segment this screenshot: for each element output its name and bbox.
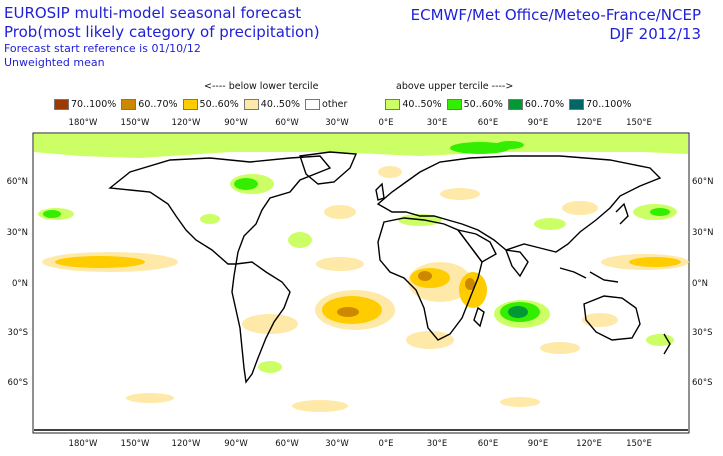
season-label: DJF 2012/13 <box>609 25 701 43</box>
forecast-reference: Forecast start reference is 01/10/12 <box>4 42 201 55</box>
legend-label: other <box>322 99 348 110</box>
lon-tick: 60°E <box>478 439 498 449</box>
lat-tick: 0°N <box>692 279 708 289</box>
legend-swatch <box>243 99 259 110</box>
lon-tick: 150°W <box>121 118 150 128</box>
lon-tick: 150°E <box>626 439 652 449</box>
lat-tick: 30°S <box>8 328 28 338</box>
above-tercile-label: above upper tercile ----> <box>396 81 514 92</box>
legend-swatch <box>54 99 69 110</box>
lat-tick: 60°N <box>7 177 28 187</box>
lon-tick: 30°W <box>325 118 349 128</box>
lat-tick: 60°S <box>692 378 712 388</box>
forecast-map: 180°W 150°W 120°W 90°W 60°W 30°W 0°E 30°… <box>0 112 723 452</box>
lon-tick: 90°W <box>224 439 248 449</box>
lon-tick: 60°W <box>275 439 299 449</box>
lon-tick: 180°W <box>69 118 98 128</box>
arctic-wet-band <box>34 134 688 152</box>
lat-tick: 30°N <box>692 228 713 238</box>
legend-swatch <box>446 99 462 110</box>
lon-tick: 120°E <box>576 439 602 449</box>
right-lat-ticks: 60°N 30°N 0°N 30°S 60°S <box>692 177 713 388</box>
left-lat-ticks: 60°N 30°N 0°N 30°S 60°S <box>7 177 28 388</box>
title-right-block: ECMWF/Met Office/Meteo-France/NCEP DJF 2… <box>411 6 701 44</box>
legend-swatch <box>569 99 585 110</box>
lon-tick: 0°E <box>378 118 393 128</box>
top-lon-ticks: 180°W 150°W 120°W 90°W 60°W 30°W 0°E 30°… <box>69 118 652 128</box>
legend-item: 40..50% <box>243 99 301 110</box>
legend-item: 50..60% <box>182 99 239 110</box>
map-title: EUROSIP multi-model seasonal forecast <box>4 4 302 22</box>
lat-tick: 30°N <box>7 228 28 238</box>
lat-tick: 60°S <box>8 378 28 388</box>
lon-tick: 180°W <box>69 439 98 449</box>
legend-item: 40..50% <box>385 99 442 110</box>
legend-item: 70..100% <box>54 99 116 110</box>
lon-tick: 150°W <box>121 439 150 449</box>
legend-swatch <box>305 99 321 110</box>
lon-tick: 90°E <box>528 439 548 449</box>
legend-item: 60..70% <box>507 99 565 110</box>
lon-tick: 90°W <box>224 118 248 128</box>
coastlines <box>34 151 688 431</box>
legend-label: 50..60% <box>199 99 239 110</box>
legend-label: 60..70% <box>524 99 565 110</box>
legend-label: 70..100% <box>586 99 632 110</box>
lat-tick: 30°S <box>692 328 712 338</box>
legend-item: 70..100% <box>569 99 631 110</box>
map-subtitle: Prob(most likely category of precipitati… <box>4 23 320 41</box>
legend-swatch <box>182 99 198 110</box>
color-legend: 70..100% 60..70% 50..60% 40..50% other 4… <box>54 99 636 110</box>
lon-tick: 120°E <box>576 118 602 128</box>
lon-tick: 60°E <box>478 118 498 128</box>
legend-label: 40..50% <box>260 99 301 110</box>
centres-label: ECMWF/Met Office/Meteo-France/NCEP <box>410 6 701 24</box>
lon-tick: 60°W <box>275 118 299 128</box>
probability-shading <box>34 134 689 412</box>
lon-tick: 150°E <box>626 118 652 128</box>
legend-swatch <box>121 99 137 110</box>
lat-tick: 60°N <box>692 177 713 187</box>
mean-type: Unweighted mean <box>4 56 105 69</box>
lon-tick: 30°E <box>427 118 447 128</box>
lon-tick: 90°E <box>528 118 548 128</box>
legend-item: other <box>305 99 347 110</box>
map-svg: 180°W 150°W 120°W 90°W 60°W 30°W 0°E 30°… <box>7 118 714 449</box>
lat-tick: 0°N <box>12 279 28 289</box>
lon-tick: 120°W <box>172 439 201 449</box>
legend-label: 70..100% <box>71 99 117 110</box>
map-frame <box>32 132 690 434</box>
lon-tick: 30°E <box>427 439 447 449</box>
legend-label: 40..50% <box>402 99 442 110</box>
lon-tick: 120°W <box>172 118 201 128</box>
legend-item: 60..70% <box>121 99 178 110</box>
bottom-lon-ticks: 180°W 150°W 120°W 90°W 60°W 30°W 0°E 30°… <box>69 439 652 449</box>
legend-swatch <box>507 99 523 110</box>
title-block: EUROSIP multi-model seasonal forecast Pr… <box>4 4 320 70</box>
legend-item: 50..60% <box>446 99 503 110</box>
legend-swatch <box>385 99 401 110</box>
lon-tick: 0°E <box>378 439 393 449</box>
lon-tick: 30°W <box>325 439 349 449</box>
below-tercile-label: <---- below lower tercile <box>204 81 319 92</box>
legend-label: 60..70% <box>138 99 178 110</box>
legend-label: 50..60% <box>463 99 503 110</box>
